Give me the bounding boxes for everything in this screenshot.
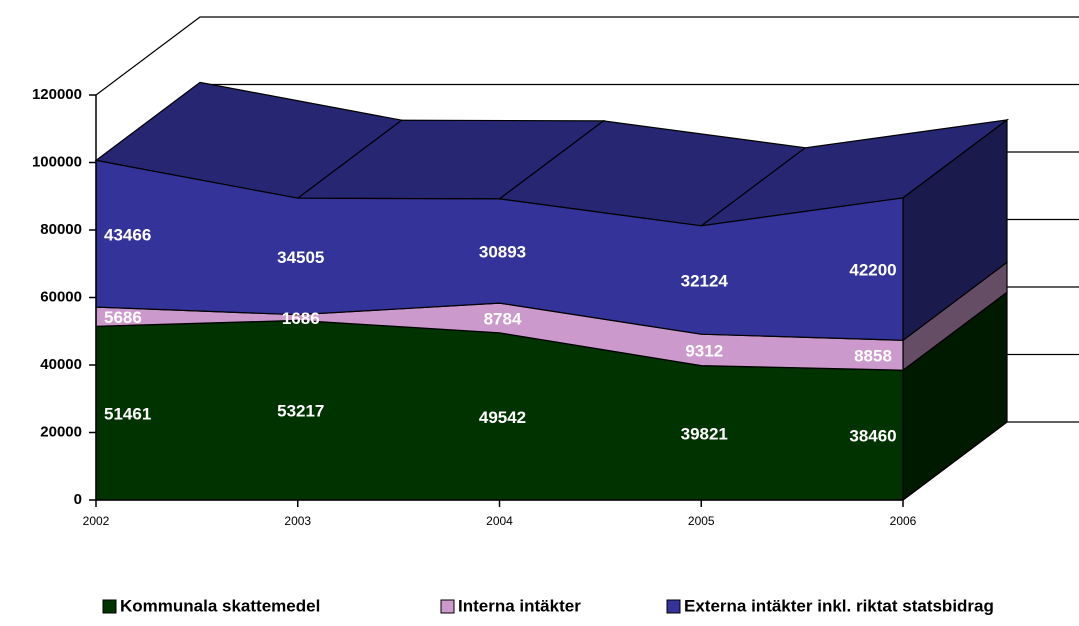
value-label: 49542: [479, 408, 526, 427]
grid-line: [95, 16, 1079, 96]
y-tick-label: 120000: [32, 86, 82, 103]
value-label: 51461: [104, 405, 151, 424]
legend-swatch: [440, 599, 455, 614]
x-tick-label: 2003: [284, 514, 311, 528]
value-label: 38460: [849, 427, 896, 446]
y-tick-label: 40000: [40, 356, 82, 373]
y-tick-label: 80000: [40, 221, 82, 238]
y-tick-label: 0: [74, 491, 82, 508]
legend-label: Externa intäkter inkl. riktat statsbidra…: [684, 596, 994, 615]
legend-label: Interna intäkter: [458, 596, 581, 615]
legend-swatch: [102, 599, 117, 614]
floor-edge: [902, 421, 1008, 501]
value-label: 9312: [685, 341, 723, 360]
value-label: 8784: [484, 309, 522, 328]
x-tick-label: 2002: [83, 514, 110, 528]
value-label: 39821: [681, 424, 728, 443]
value-label: 53217: [277, 402, 324, 421]
legend-label: Kommunala skattemedel: [120, 596, 320, 615]
value-label: 5686: [104, 308, 142, 327]
y-tick-label: 20000: [40, 423, 82, 440]
value-label: 42200: [849, 261, 896, 280]
value-label: 43466: [104, 225, 151, 244]
x-tick-label: 2005: [688, 514, 715, 528]
x-tick-label: 2004: [486, 514, 513, 528]
legend-swatch: [666, 599, 681, 614]
y-tick-label: 60000: [40, 288, 82, 305]
value-label: 8858: [854, 347, 892, 366]
value-label: 34505: [277, 248, 324, 267]
x-tick-label: 2006: [890, 514, 917, 528]
value-label: 1686: [282, 309, 320, 328]
area: [95, 159, 904, 341]
value-label: 32124: [681, 271, 729, 290]
value-label: 30893: [479, 243, 526, 262]
y-tick-label: 100000: [32, 153, 82, 170]
